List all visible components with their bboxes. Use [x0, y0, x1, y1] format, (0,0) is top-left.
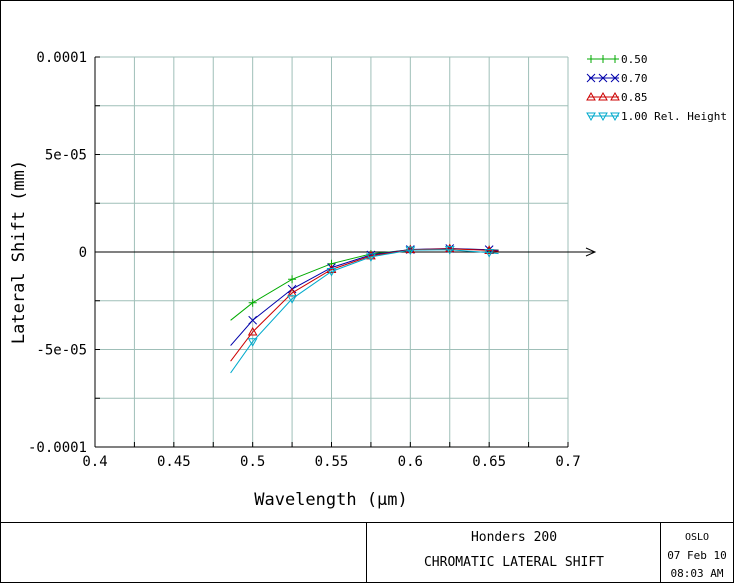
series-line: [230, 249, 499, 374]
data-point-marker: [288, 275, 297, 284]
x-axis-title: Wavelength (μm): [254, 490, 408, 510]
series-line: [230, 248, 499, 362]
y-tick-label: -0.0001: [28, 440, 87, 456]
program-name: OSLO: [684, 532, 710, 543]
tick-labels: 0.4 0.45 0.5 0.55 0.6 0.65 0.7 -0.0001 -5e-05 0 5e…: [28, 50, 581, 470]
x-tick-label: 0.5: [240, 454, 265, 470]
data-point-marker: [287, 295, 297, 304]
data-point-marker: [366, 250, 376, 260]
title-block: Honders 200 CHROMATIC LATERAL SHIFT OSLO…: [0, 522, 734, 583]
data-point-marker: [599, 55, 607, 63]
data-point-marker: [248, 315, 258, 325]
legend: 0.50 0.70 0.85 1.00 Rel. Height: [586, 53, 727, 123]
x-tick-label: 0.6: [398, 454, 423, 470]
data-point-marker: [586, 73, 596, 83]
legend-item-4: 1.00 Rel. Height: [586, 110, 727, 123]
legend-item-3: 0.85: [586, 91, 648, 104]
title-block-main-cell: Honders 200 CHROMATIC LATERAL SHIFT: [366, 522, 661, 583]
x-tick-label: 0.65: [472, 454, 506, 470]
data-point-marker: [444, 243, 455, 253]
legend-item-2: 0.70: [586, 72, 648, 85]
data-point-marker: [598, 91, 608, 101]
data-point-marker: [247, 338, 258, 347]
legend-label: 0.85: [621, 91, 648, 104]
data-point-marker: [598, 112, 608, 122]
legend-label: 0.70: [621, 72, 648, 85]
data-point-marker: [405, 246, 416, 256]
legend-item-1: 0.50: [587, 53, 648, 66]
title-block-info-cell: OSLO 07 Feb 10 08:03 AM: [660, 522, 734, 583]
x-tick-label: 0.55: [315, 454, 349, 470]
data-point-marker: [444, 246, 455, 255]
y-axis-title: Lateral Shift (mm): [9, 160, 29, 344]
x-tick-label: 0.45: [157, 454, 191, 470]
legend-label: 0.50: [621, 53, 648, 66]
plot-name: CHROMATIC LATERAL SHIFT: [423, 555, 604, 570]
data-point-marker: [405, 244, 416, 254]
data-point-marker: [366, 253, 376, 262]
axes: [94, 56, 597, 448]
lens-name: Honders 200: [470, 530, 558, 545]
series-1: [230, 244, 499, 321]
data-point-marker: [247, 326, 258, 336]
data-point-marker: [598, 73, 608, 83]
series-group: [230, 243, 499, 374]
series-line: [230, 247, 499, 346]
series-4: [230, 246, 499, 374]
data-point-marker: [248, 298, 257, 307]
x-tick-label: 0.7: [555, 454, 580, 470]
data-point-marker: [326, 264, 337, 274]
y-tick-label: 5e-05: [45, 148, 87, 164]
data-point-marker: [586, 112, 596, 122]
series-3: [230, 243, 499, 362]
x-tick-label: 0.4: [82, 454, 107, 470]
data-point-marker: [610, 112, 620, 122]
plot-date: 07 Feb 10: [667, 549, 727, 562]
plot-time: 08:03 AM: [670, 567, 724, 580]
data-point-marker: [611, 55, 619, 63]
data-point-marker: [610, 73, 620, 83]
y-tick-label: 0.0001: [36, 50, 87, 66]
data-point-marker: [586, 91, 596, 101]
y-tick-label: 0: [79, 245, 87, 261]
chart-canvas: 0.4 0.45 0.5 0.55 0.6 0.65 0.7 -0.0001 -5e-05 0 5e…: [9, 50, 727, 510]
legend-label: 1.00 Rel. Height: [621, 110, 727, 123]
data-point-marker: [610, 91, 620, 101]
zero-line-arrow: [585, 247, 597, 257]
title-block-blank-cell: [0, 522, 367, 583]
y-tick-label: -5e-05: [36, 343, 87, 359]
data-point-marker: [484, 249, 495, 258]
data-point-marker: [587, 55, 595, 63]
data-point-marker: [326, 268, 337, 277]
